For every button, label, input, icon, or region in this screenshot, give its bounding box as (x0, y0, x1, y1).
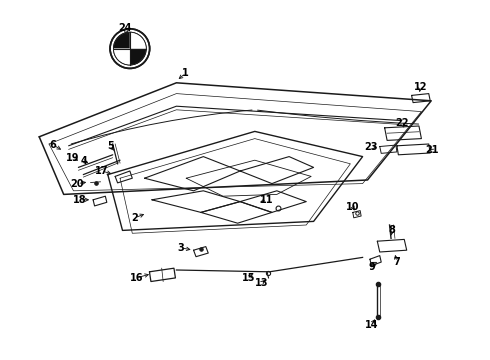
Text: 9: 9 (368, 262, 375, 272)
Text: 4: 4 (81, 156, 88, 166)
Text: 7: 7 (393, 257, 400, 267)
Polygon shape (130, 32, 146, 49)
Text: 8: 8 (389, 225, 395, 235)
Text: 6: 6 (49, 140, 56, 150)
Text: 21: 21 (425, 145, 439, 156)
Text: 10: 10 (346, 202, 360, 212)
Text: 11: 11 (260, 195, 274, 205)
Text: 1: 1 (182, 68, 189, 78)
Text: 19: 19 (66, 153, 79, 163)
Text: 2: 2 (131, 213, 138, 223)
Text: 24: 24 (118, 23, 132, 33)
Text: 14: 14 (365, 320, 378, 330)
Text: 12: 12 (414, 82, 427, 92)
Text: 18: 18 (73, 195, 86, 205)
Text: 5: 5 (107, 141, 114, 151)
Text: 13: 13 (255, 278, 269, 288)
Polygon shape (130, 49, 146, 65)
Text: 22: 22 (395, 118, 409, 128)
Polygon shape (114, 49, 130, 65)
Text: 16: 16 (129, 273, 143, 283)
Text: 23: 23 (365, 142, 378, 152)
Text: 15: 15 (242, 273, 256, 283)
Polygon shape (114, 32, 130, 49)
Text: 3: 3 (177, 243, 184, 253)
Text: 17: 17 (95, 166, 109, 176)
Text: 20: 20 (71, 179, 84, 189)
